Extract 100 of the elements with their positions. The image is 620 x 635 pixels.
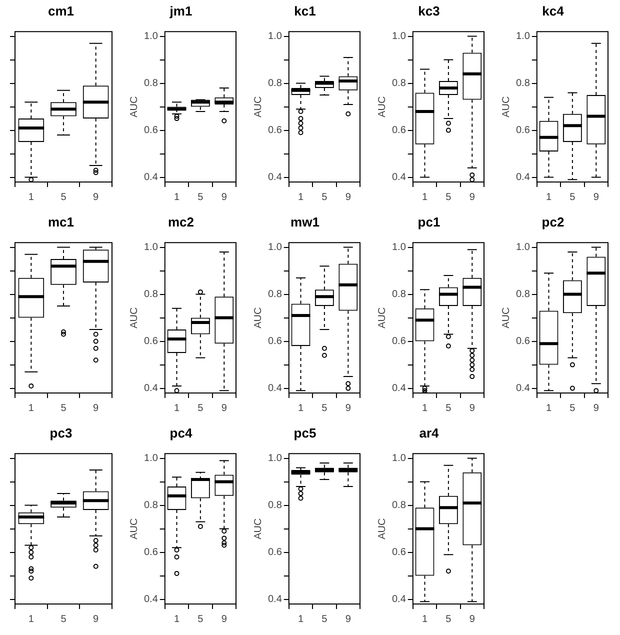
y-tick-label: 0.8	[144, 78, 158, 90]
y-tick-label: 0.6	[392, 125, 406, 136]
x-tick-label: 5	[322, 614, 328, 625]
x-tick-label: 5	[446, 402, 452, 414]
x-tick-label: 9	[221, 402, 228, 414]
y-axis-title: AUC	[128, 96, 140, 118]
y-axis-title: AUC	[376, 96, 388, 118]
chart-title: jm1	[168, 3, 192, 18]
y-tick-label: 0.6	[392, 547, 406, 558]
x-tick-label: 5	[570, 402, 576, 414]
y-axis-title: AUC	[500, 307, 512, 328]
y-tick-label: 0.8	[268, 289, 282, 300]
x-tick-label: 9	[593, 192, 600, 203]
y-tick-label: 0.8	[144, 289, 158, 300]
x-tick-label: 1	[298, 402, 304, 414]
y-tick-label: 0.8	[268, 78, 282, 90]
y-tick-label: 1.0	[144, 242, 158, 254]
y-tick-label: 0.4	[144, 172, 158, 184]
y-tick-label: 0.4	[392, 383, 406, 394]
y-tick-label: 0.6	[392, 336, 406, 348]
x-tick-label: 9	[469, 192, 476, 203]
y-axis-title: AUC	[500, 96, 512, 118]
chart-title: pc4	[170, 425, 193, 440]
x-tick-label: 1	[298, 192, 304, 203]
x-tick-label: 9	[469, 614, 476, 625]
x-tick-label: 5	[446, 192, 452, 203]
y-tick-label: 0.6	[144, 125, 158, 136]
chart-title: cm1	[48, 3, 74, 18]
y-tick-label: 0.4	[516, 172, 530, 184]
x-tick-label: 5	[570, 192, 576, 203]
y-tick-label: 1.0	[268, 31, 282, 42]
y-tick-label: 1.0	[144, 453, 158, 464]
x-tick-label: 5	[60, 402, 67, 414]
x-tick-label: 9	[93, 402, 100, 414]
y-tick-label: 0.6	[516, 125, 530, 136]
x-tick-label: 1	[422, 192, 428, 203]
y-axis-title: AUC	[376, 307, 388, 328]
y-tick-label: 0.6	[268, 336, 282, 348]
y-tick-label: 0.8	[392, 78, 406, 90]
y-tick-label: 0.6	[268, 125, 282, 136]
y-tick-label: 0.4	[268, 383, 282, 394]
chart-title: pc1	[418, 214, 440, 230]
x-tick-label: 9	[469, 402, 476, 414]
y-tick-label: 0.4	[392, 594, 406, 606]
chart-title: ar4	[419, 425, 440, 440]
y-tick-label: 0.6	[268, 547, 282, 558]
y-tick-label: 0.4	[268, 594, 282, 606]
y-axis-title: AUC	[252, 96, 264, 118]
x-tick-label: 9	[93, 192, 100, 203]
x-tick-label: 1	[546, 402, 552, 414]
chart-title: mc1	[48, 214, 74, 230]
y-axis-title: AUC	[128, 518, 140, 540]
x-tick-label: 9	[345, 614, 352, 625]
x-tick-label: 9	[345, 192, 352, 203]
y-tick-label: 1.0	[268, 453, 282, 464]
chart-title: pc3	[50, 425, 72, 440]
y-tick-label: 0.6	[144, 547, 158, 558]
y-tick-label: 1.0	[268, 242, 282, 254]
x-tick-label: 5	[198, 402, 204, 414]
y-tick-label: 0.8	[392, 289, 406, 300]
y-tick-label: 0.6	[516, 336, 530, 348]
x-tick-label: 9	[221, 614, 228, 625]
x-tick-label: 1	[422, 614, 428, 625]
chart-title: mc2	[168, 214, 194, 230]
y-tick-label: 0.8	[516, 78, 530, 90]
y-axis-title: AUC	[128, 307, 140, 328]
x-tick-label: 5	[322, 192, 328, 203]
chart-title: pc2	[542, 214, 564, 230]
x-tick-label: 9	[345, 402, 352, 414]
x-tick-label: 5	[198, 192, 204, 203]
chart-title: mw1	[290, 214, 320, 230]
y-tick-label: 0.8	[516, 289, 530, 300]
x-tick-label: 5	[446, 614, 452, 625]
x-tick-label: 1	[546, 192, 552, 203]
y-tick-label: 0.4	[392, 172, 406, 184]
x-tick-label: 9	[593, 402, 600, 414]
y-axis-title: AUC	[252, 518, 264, 540]
y-axis-title: AUC	[252, 307, 264, 328]
x-tick-label: 1	[174, 614, 180, 625]
y-tick-label: 0.8	[268, 500, 282, 512]
chart-title: kc1	[294, 3, 316, 18]
chart-title: kc4	[542, 3, 565, 18]
chart-title: kc3	[418, 3, 440, 18]
y-tick-label: 0.6	[144, 336, 158, 348]
x-tick-label: 9	[93, 614, 100, 625]
y-tick-label: 1.0	[392, 453, 406, 464]
x-tick-label: 5	[322, 402, 328, 414]
x-tick-label: 5	[198, 614, 204, 625]
y-tick-label: 1.0	[392, 242, 406, 254]
x-tick-label: 5	[60, 192, 67, 203]
x-tick-label: 5	[60, 614, 67, 625]
x-tick-label: 1	[28, 614, 34, 625]
y-tick-label: 0.8	[144, 500, 158, 512]
x-tick-label: 1	[174, 192, 180, 203]
y-tick-label: 1.0	[516, 242, 530, 254]
y-tick-label: 0.4	[268, 172, 282, 184]
x-tick-label: 1	[298, 614, 304, 625]
y-tick-label: 1.0	[392, 31, 406, 42]
y-tick-label: 1.0	[144, 31, 158, 42]
chart-title: pc5	[294, 425, 316, 440]
